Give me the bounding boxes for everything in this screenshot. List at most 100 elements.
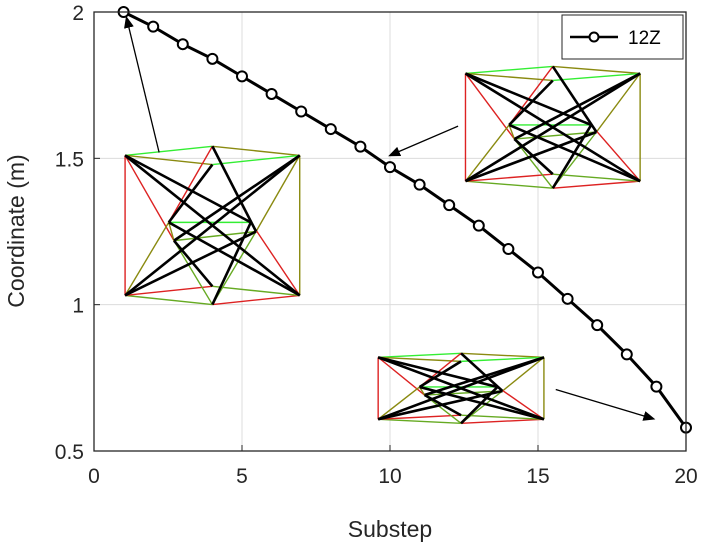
inset-cable	[378, 418, 462, 425]
inset-cable	[125, 154, 213, 166]
tensegrity-stage-3	[377, 352, 545, 425]
inset-strut	[377, 356, 545, 421]
inset-cable	[125, 294, 213, 306]
annotation-arrow	[388, 125, 459, 157]
y-tick-label: 2	[72, 2, 84, 25]
y-tick-label: 0.5	[55, 441, 84, 464]
inset-cable	[502, 356, 545, 392]
inset-cable	[378, 414, 462, 420]
inset-cable	[377, 386, 421, 420]
inset-cable	[212, 145, 300, 157]
inset-cable	[255, 155, 301, 232]
inset-cable	[465, 173, 553, 182]
y-axis-label: Coordinate (m)	[3, 154, 29, 307]
inset-cable	[461, 356, 544, 363]
x-tick-label: 10	[378, 465, 401, 488]
data-point	[561, 292, 574, 305]
inset-cable	[465, 72, 553, 82]
inset-cable	[211, 231, 257, 305]
inset-cable	[125, 285, 213, 297]
inset-cable	[465, 65, 553, 75]
data-point	[532, 266, 544, 279]
inset-cable	[508, 66, 554, 126]
data-point	[620, 348, 633, 361]
inset-cable	[590, 124, 641, 182]
inset-cable	[173, 230, 257, 242]
inset-cable	[497, 386, 545, 420]
data-point	[354, 140, 367, 153]
inset-cable	[125, 145, 213, 157]
insets	[124, 65, 641, 425]
inset-cable	[552, 180, 641, 189]
inset-cable	[514, 131, 597, 140]
inset-cable	[378, 352, 462, 359]
annotations	[124, 15, 656, 421]
annotation-arrow	[124, 15, 160, 153]
series	[117, 6, 692, 434]
inset-strut	[460, 352, 504, 392]
x-tick-label: 5	[236, 465, 248, 488]
annotation-arrow	[555, 388, 656, 421]
inset-strut	[418, 360, 462, 389]
x-axis-label: Substep	[348, 516, 432, 542]
data-point	[236, 70, 248, 83]
inset-strut	[513, 72, 641, 141]
inset-strut	[167, 163, 214, 224]
inset-strut	[173, 154, 301, 242]
inset-cable	[552, 65, 641, 75]
data-point	[147, 20, 160, 33]
data-point	[502, 243, 515, 256]
y-tick-label: 1.5	[55, 148, 84, 171]
inset-cable	[424, 390, 503, 396]
inset-cable	[552, 131, 598, 189]
inset-cable	[465, 180, 553, 189]
legend-label: 12Z	[628, 28, 661, 49]
y-tick-label: 1	[72, 295, 84, 318]
inset-cable	[212, 154, 300, 166]
inset-cable	[212, 294, 300, 306]
inset-cable	[461, 414, 544, 420]
inset-cable	[552, 72, 641, 82]
ticks: 0 5 10 15 20 0.5 1 1.5 2	[55, 2, 698, 488]
data-point	[443, 199, 456, 212]
inset-strut	[464, 72, 641, 183]
inset-strut	[172, 239, 214, 288]
inset-strut	[124, 154, 301, 297]
tensegrity-stage-1	[124, 145, 301, 306]
inset-cable	[464, 124, 510, 182]
inset-cable	[508, 124, 516, 140]
inset-strut	[551, 65, 598, 133]
tensegrity-stage-2	[464, 65, 641, 189]
inset-strut	[513, 138, 554, 176]
inset-strut	[211, 145, 258, 233]
data-point	[295, 105, 308, 118]
data-point	[324, 123, 337, 136]
inset-strut	[551, 124, 593, 189]
x-tick-label: 20	[674, 465, 697, 488]
data-point	[472, 219, 485, 232]
inset-cable	[461, 418, 544, 425]
inset-cable	[124, 222, 170, 296]
data-point	[650, 380, 663, 393]
inset-cable	[378, 356, 462, 363]
inset-cable	[168, 145, 214, 223]
data-point	[413, 178, 426, 191]
x-tick-label: 0	[88, 465, 100, 488]
data-point	[384, 161, 396, 174]
inset-cable	[552, 173, 641, 182]
inset-strut	[211, 221, 252, 306]
data-point	[591, 319, 604, 332]
x-tick-label: 15	[526, 465, 549, 488]
inset-cable	[461, 352, 544, 359]
data-point	[206, 52, 219, 65]
inset-cable	[168, 222, 175, 241]
data-point	[176, 38, 189, 51]
inset-cable	[212, 285, 300, 297]
inset-cable	[250, 221, 301, 296]
inset-cable	[595, 73, 641, 133]
legend-marker	[588, 31, 600, 43]
legend: 12Z	[561, 14, 684, 60]
data-point	[265, 87, 278, 100]
inset-strut	[460, 386, 499, 425]
